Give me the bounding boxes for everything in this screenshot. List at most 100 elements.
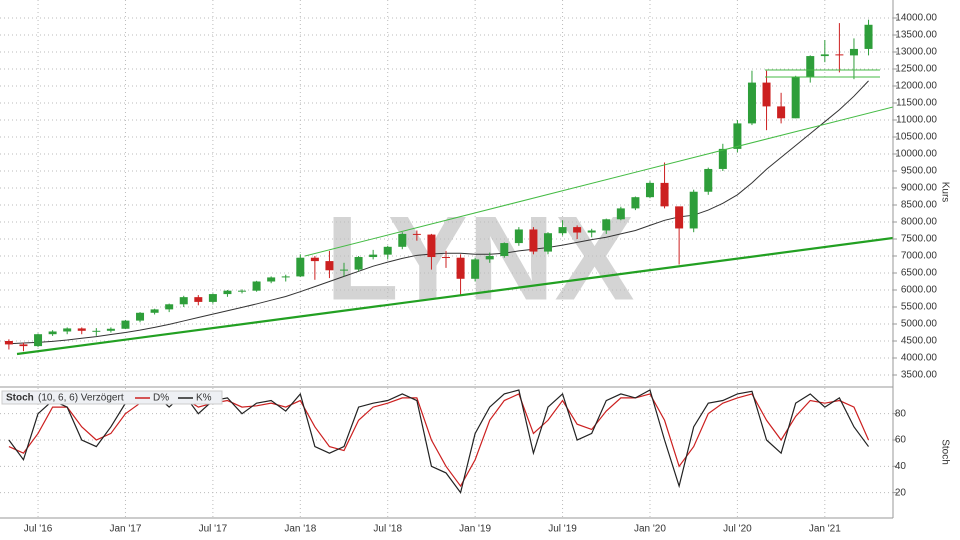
candle-body <box>179 297 188 305</box>
y-tick-label: 80 <box>895 408 907 419</box>
candle-body <box>121 320 130 329</box>
moving-average <box>8 80 869 345</box>
legend-label: D% <box>153 393 169 404</box>
candle-body <box>165 304 174 310</box>
candle-body <box>733 123 742 149</box>
candle-body <box>718 148 727 169</box>
candle-body <box>514 229 523 244</box>
y-tick-label: 20 <box>895 487 907 498</box>
candle-body <box>223 290 232 295</box>
candle-body <box>369 254 378 258</box>
candle-body <box>238 290 247 292</box>
support-trendline <box>16 236 894 356</box>
candle-body <box>208 294 217 302</box>
candle-body <box>558 227 567 234</box>
candle-body <box>34 334 43 347</box>
candle-body <box>456 257 465 279</box>
candle-body <box>529 229 538 252</box>
y-tick-label: 14000.00 <box>895 13 937 24</box>
x-tick-label: Jul '17 <box>199 524 228 535</box>
candle-body <box>704 168 713 192</box>
y-tick-label: 6500.00 <box>901 268 938 279</box>
stoch-axis-label: Stoch <box>939 439 950 465</box>
candle-body <box>252 281 261 291</box>
y-tick-label: 6000.00 <box>901 285 938 296</box>
y-tick-label: 13000.00 <box>895 47 937 58</box>
x-tick-label: Jan '19 <box>459 524 491 535</box>
candle-body <box>442 257 450 259</box>
legend-title: Stoch <box>6 393 34 404</box>
watermark: LYNX <box>325 192 634 326</box>
y-tick-label: 9000.00 <box>901 183 938 194</box>
candle-body <box>48 331 57 335</box>
candle-body <box>325 261 334 271</box>
y-tick-label: 12000.00 <box>895 81 937 92</box>
candle-body <box>296 257 305 277</box>
y-tick-label: 7500.00 <box>901 234 938 245</box>
candle-body <box>194 297 203 302</box>
y-tick-label: 40 <box>895 461 907 472</box>
candle-body <box>106 328 115 331</box>
x-tick-label: Jan '20 <box>634 524 666 535</box>
candle-body <box>849 48 858 56</box>
candle-body <box>92 330 101 332</box>
legend-label: K% <box>196 393 212 404</box>
candle-body <box>19 344 28 347</box>
y-tick-label: 5500.00 <box>901 302 938 313</box>
y-tick-label: 7000.00 <box>901 251 938 262</box>
y-tick-label: 3500.00 <box>901 370 938 381</box>
candle-body <box>835 54 844 56</box>
candle-body <box>77 328 86 331</box>
y-tick-label: 10000.00 <box>895 149 937 160</box>
candle-body <box>150 309 159 313</box>
candle-body <box>806 56 815 77</box>
candle-body <box>777 106 786 119</box>
x-tick-label: Jul '16 <box>24 524 53 535</box>
candle-body <box>660 182 669 207</box>
candle-body <box>281 276 290 278</box>
y-tick-label: 9500.00 <box>901 166 938 177</box>
candle-body <box>267 277 276 282</box>
x-tick-label: Jan '17 <box>109 524 141 535</box>
candle-body <box>616 208 625 220</box>
candle-body <box>573 227 582 233</box>
y-tick-label: 10500.00 <box>895 132 937 143</box>
candle-body <box>602 219 611 231</box>
x-tick-label: Jul '20 <box>723 524 752 535</box>
y-tick-label: 5000.00 <box>901 319 938 330</box>
legend-box <box>1 390 223 405</box>
y-tick-label: 13500.00 <box>895 30 937 41</box>
x-tick-label: Jul '18 <box>373 524 402 535</box>
candle-body <box>4 341 13 345</box>
x-tick-label: Jan '21 <box>809 524 841 535</box>
candle-body <box>543 233 552 252</box>
candle-body <box>820 54 829 57</box>
candle-body <box>354 257 363 270</box>
price-axis-label: Kurs <box>939 182 950 203</box>
candle-body <box>383 246 392 255</box>
candle-body <box>762 82 771 107</box>
candle-body <box>747 82 756 124</box>
candle-body <box>427 234 436 258</box>
candle-body <box>340 269 349 271</box>
y-tick-label: 4000.00 <box>901 353 938 364</box>
y-tick-label: 11000.00 <box>896 115 937 126</box>
candle-body <box>471 259 480 279</box>
candle-body <box>500 243 509 256</box>
candle-body <box>689 191 698 229</box>
candle-body <box>412 233 421 235</box>
x-tick-label: Jul '19 <box>548 524 577 535</box>
y-tick-label: 11500.00 <box>896 98 937 109</box>
candle-body <box>398 233 407 247</box>
candle-body <box>791 76 800 119</box>
candle-body <box>587 230 596 233</box>
y-tick-label: 4500.00 <box>901 336 938 347</box>
candle-body <box>645 182 654 198</box>
candle-body <box>675 206 684 229</box>
y-tick-label: 60 <box>895 435 907 446</box>
candle-body <box>136 312 145 321</box>
candle-body <box>631 197 640 209</box>
y-tick-label: 12500.00 <box>895 64 937 75</box>
